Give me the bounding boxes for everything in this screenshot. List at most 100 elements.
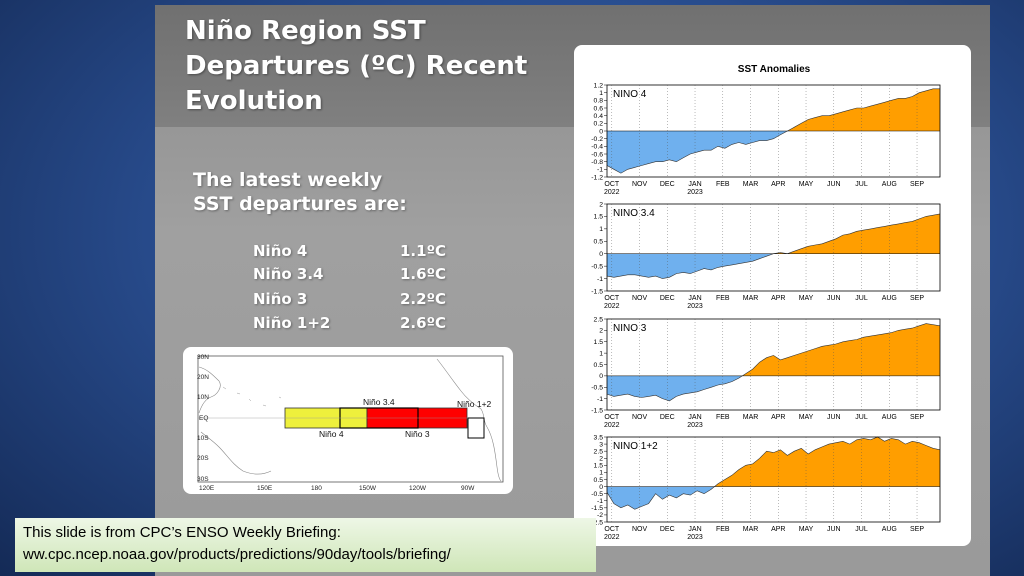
y-tick-label: 2.5 bbox=[594, 316, 604, 323]
month-tick-label: DEC bbox=[660, 526, 675, 533]
y-tick-label: -0.4 bbox=[591, 144, 603, 151]
month-tick-label: MAR bbox=[743, 414, 759, 421]
lat-label: 10N bbox=[197, 394, 209, 401]
slide-subtitle: The latest weekly SST departures are: bbox=[193, 168, 407, 216]
y-tick-label: -1.5 bbox=[591, 505, 603, 512]
month-tick-label: AUG bbox=[882, 295, 897, 302]
y-tick-label: -0.2 bbox=[591, 136, 603, 143]
y-tick-label: 1.5 bbox=[594, 463, 604, 470]
month-tick-label: MAR bbox=[743, 526, 759, 533]
coastline-australia bbox=[200, 431, 272, 475]
y-tick-label: 0.8 bbox=[594, 98, 604, 105]
y-tick-label: 1.5 bbox=[594, 214, 604, 221]
month-tick-label: SEP bbox=[910, 181, 924, 188]
region-label: Niño 3 bbox=[253, 290, 308, 308]
nino3-label: Niño 3 bbox=[405, 429, 430, 439]
y-tick-label: 1 bbox=[599, 90, 603, 97]
y-tick-label: 3.5 bbox=[594, 434, 604, 441]
footer-line: This slide is from CPC’s ENSO Weekly Bri… bbox=[23, 524, 341, 541]
y-tick-label: 0.5 bbox=[594, 239, 604, 246]
year-tick-label: 2022 bbox=[604, 189, 620, 196]
source-footer: This slide is from CPC’s ENSO Weekly Bri… bbox=[15, 518, 596, 572]
y-tick-label: -2.5 bbox=[591, 519, 603, 526]
month-tick-label: JUN bbox=[827, 526, 841, 533]
y-tick-label: -1 bbox=[597, 396, 603, 403]
y-tick-label: 1.5 bbox=[594, 339, 604, 346]
region-value: 1.1ºC bbox=[400, 242, 447, 260]
month-tick-label: OCT bbox=[604, 526, 620, 533]
y-tick-label: 0 bbox=[599, 251, 603, 258]
year-tick-label: 2022 bbox=[604, 422, 620, 429]
month-tick-label: JUL bbox=[855, 526, 868, 533]
y-tick-label: 2 bbox=[599, 201, 603, 208]
nino4-label: Niño 4 bbox=[319, 429, 344, 439]
y-tick-label: 1 bbox=[599, 350, 603, 357]
month-tick-label: JUN bbox=[827, 181, 841, 188]
month-tick-label: OCT bbox=[604, 414, 620, 421]
month-tick-label: MAR bbox=[743, 181, 759, 188]
nino12-label: Niño 1+2 bbox=[457, 399, 492, 409]
y-tick-label: -1.5 bbox=[591, 288, 603, 295]
month-tick-label: APR bbox=[771, 181, 785, 188]
y-tick-label: 0.5 bbox=[594, 362, 604, 369]
lat-label: 30N bbox=[197, 354, 209, 361]
panel-name: NINO 3.4 bbox=[613, 208, 655, 219]
month-tick-label: NOV bbox=[632, 295, 648, 302]
month-tick-label: JAN bbox=[688, 181, 701, 188]
y-tick-label: 0.5 bbox=[594, 477, 604, 484]
y-tick-label: 2.5 bbox=[594, 448, 604, 455]
month-tick-label: MAY bbox=[799, 295, 814, 302]
region-label: Niño 3.4 bbox=[253, 265, 324, 283]
lat-label: 20S bbox=[197, 455, 209, 462]
y-tick-label: 0.4 bbox=[594, 113, 604, 120]
y-tick-label: -0.8 bbox=[591, 159, 603, 166]
chart-title: SST Anomalies bbox=[738, 64, 811, 75]
month-tick-label: DEC bbox=[660, 414, 675, 421]
month-tick-label: SEP bbox=[910, 414, 924, 421]
lat-label: 10S bbox=[197, 435, 209, 442]
anomaly-series-line bbox=[606, 436, 941, 510]
region-label: Niño 4 bbox=[253, 242, 308, 260]
year-tick-label: 2023 bbox=[687, 303, 703, 310]
month-tick-label: DEC bbox=[660, 181, 675, 188]
panel-name: NINO 1+2 bbox=[613, 441, 658, 452]
month-tick-label: NOV bbox=[632, 414, 648, 421]
positive-anomaly-area bbox=[607, 88, 940, 131]
month-tick-label: AUG bbox=[882, 414, 897, 421]
month-tick-label: NOV bbox=[632, 526, 648, 533]
panel-name: NINO 4 bbox=[613, 89, 647, 100]
subtitle-line: SST departures are: bbox=[193, 193, 407, 215]
month-tick-label: DEC bbox=[660, 295, 675, 302]
month-tick-label: MAR bbox=[743, 295, 759, 302]
month-tick-label: APR bbox=[771, 295, 785, 302]
footer-link[interactable]: ww.cpc.ncep.noaa.gov/products/prediction… bbox=[23, 546, 451, 563]
sst-anomalies-chart: SST Anomalies OCT 2022 NOV DEC JAN 2023 FEB MAR… bbox=[574, 45, 971, 546]
lon-label: 120E bbox=[199, 485, 215, 492]
month-tick-label: MAY bbox=[799, 414, 814, 421]
month-tick-label: JUL bbox=[855, 295, 868, 302]
y-tick-label: -1 bbox=[597, 167, 603, 174]
y-tick-label: 0 bbox=[599, 128, 603, 135]
y-tick-label: 0.2 bbox=[594, 121, 604, 128]
title-line: Niño Region SST bbox=[185, 16, 426, 46]
year-tick-label: 2023 bbox=[687, 534, 703, 541]
region-value: 1.6ºC bbox=[400, 265, 447, 283]
y-tick-label: -1 bbox=[597, 498, 603, 505]
month-tick-label: FEB bbox=[716, 526, 730, 533]
y-tick-label: -1 bbox=[597, 276, 603, 283]
nino12-region bbox=[467, 417, 485, 439]
month-tick-label: MAY bbox=[799, 181, 814, 188]
month-tick-label: OCT bbox=[604, 295, 620, 302]
lat-label: 30S bbox=[197, 476, 209, 483]
month-tick-label: AUG bbox=[882, 181, 897, 188]
y-tick-label: -2 bbox=[597, 512, 603, 519]
y-tick-label: 0 bbox=[599, 373, 603, 380]
nino-region-map: Niño 3.4 Niño 1+2 Niño 4 Niño 3 30N 20N … bbox=[183, 347, 513, 494]
month-tick-label: APR bbox=[771, 526, 785, 533]
positive-anomaly-area bbox=[607, 213, 940, 254]
month-tick-label: JAN bbox=[688, 295, 701, 302]
month-tick-label: MAY bbox=[799, 526, 814, 533]
month-tick-label: AUG bbox=[882, 526, 897, 533]
month-tick-label: FEB bbox=[716, 414, 730, 421]
title-line: Departures (ºC) Recent bbox=[185, 51, 528, 81]
